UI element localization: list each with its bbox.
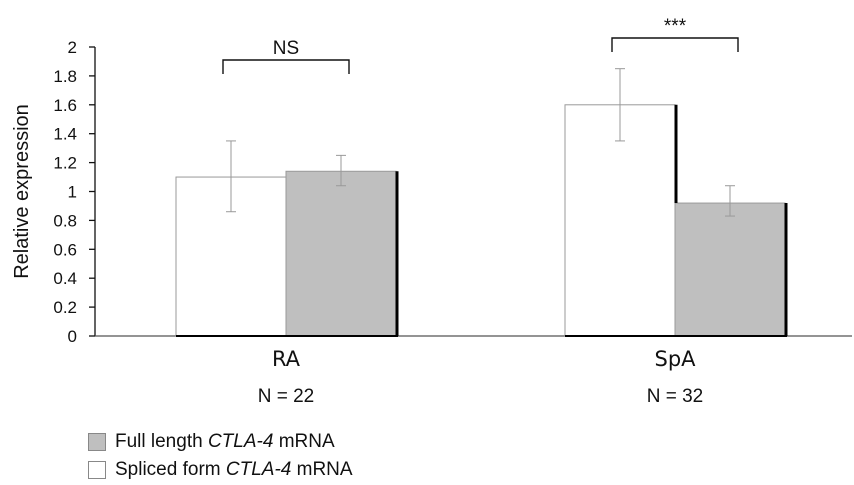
sample-size-label: N = 22 [258,386,315,407]
significance-bracket [611,37,739,52]
legend-label-full-length: Full length CTLA-4 mRNA [115,431,335,452]
y-tick-label: 1 [68,183,77,202]
significance-bracket [222,59,350,74]
y-tick-label: 0.8 [53,211,77,230]
sample-size-label: N = 32 [647,386,704,407]
legend-item-spliced: Spliced form CTLA-4 mRNA [88,456,353,484]
y-tick-label: 1.2 [53,154,77,173]
x-tick-label: RA [272,347,301,371]
error-bars [226,68,735,217]
y-tick-label: 1.8 [53,67,77,86]
significance-label: NS [273,38,299,59]
legend-label-spliced: Spliced form CTLA-4 mRNA [115,459,353,480]
bar [674,202,786,337]
y-tick-label: 1.4 [53,125,77,144]
y-tick-label: 2 [68,38,77,57]
legend-swatch-spliced [88,461,106,479]
legend-item-full-length: Full length CTLA-4 mRNA [88,428,353,456]
y-tick-label: 0.6 [53,240,77,259]
y-tick-label: 0 [68,327,77,346]
y-tick-label: 0.4 [53,269,77,288]
bars [175,104,788,337]
y-tick-label: 1.6 [53,96,77,115]
x-tick-label: SpA [654,347,696,371]
significance-label: *** [664,16,687,37]
significance-brackets: NS *** [222,16,739,74]
category-labels: RA N = 22 SpA N = 32 [258,347,704,407]
legend-swatch-full-length [88,433,106,451]
legend: Full length CTLA-4 mRNA Spliced form CTL… [88,428,353,484]
y-axis-label: Relative expression [11,104,33,279]
y-tick-label: 0.2 [53,298,77,317]
axes: 0 0.2 0.4 0.6 0.8 1 1.2 1.4 1.6 1.8 2 Relative expr… [11,38,852,346]
bar [285,170,397,337]
